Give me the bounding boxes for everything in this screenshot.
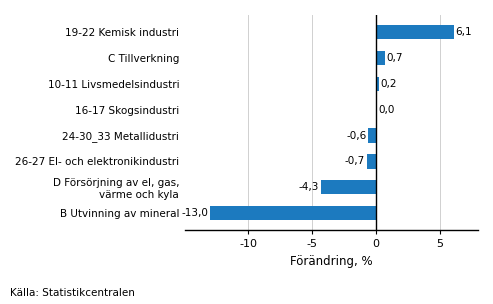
Text: Källa: Statistikcentralen: Källa: Statistikcentralen bbox=[10, 288, 135, 298]
Bar bbox=[210, 206, 376, 220]
Bar bbox=[368, 128, 376, 143]
Bar bbox=[321, 180, 376, 195]
Text: 0,2: 0,2 bbox=[381, 79, 397, 89]
Text: 0,7: 0,7 bbox=[387, 53, 403, 63]
Bar bbox=[367, 154, 376, 168]
X-axis label: Förändring, %: Förändring, % bbox=[290, 255, 373, 268]
Text: -13,0: -13,0 bbox=[181, 208, 208, 218]
Bar bbox=[376, 51, 385, 65]
Text: 0,0: 0,0 bbox=[378, 105, 394, 115]
Text: -0,6: -0,6 bbox=[346, 130, 366, 140]
Text: -4,3: -4,3 bbox=[299, 182, 319, 192]
Text: -0,7: -0,7 bbox=[345, 157, 365, 166]
Text: 6,1: 6,1 bbox=[456, 27, 472, 37]
Bar bbox=[376, 77, 379, 91]
Bar bbox=[376, 25, 454, 39]
